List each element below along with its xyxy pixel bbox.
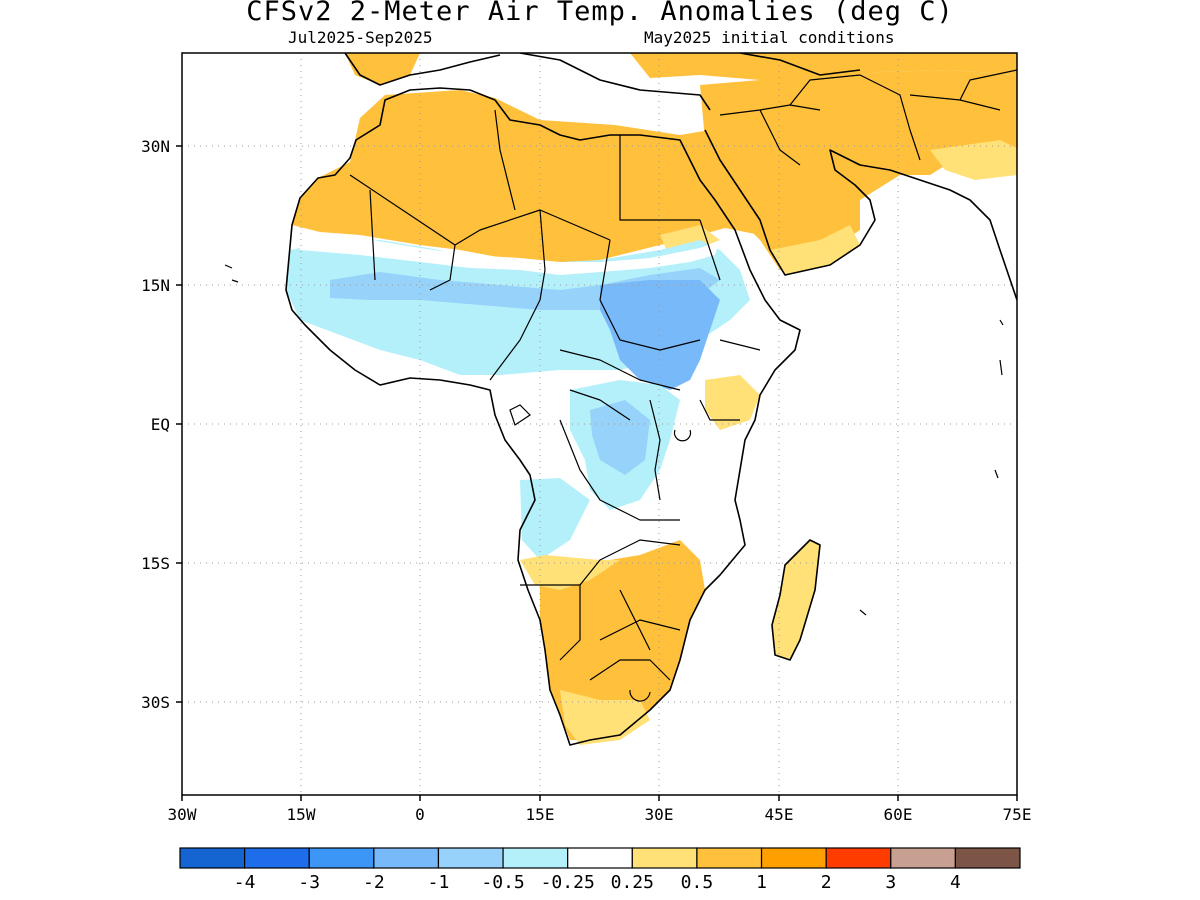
x-axis-labels: 30W 15W 0 15E 30E 45E 60E 75E xyxy=(168,805,1032,824)
x-tick-label: 45E xyxy=(765,805,794,824)
arabia-coastline xyxy=(704,129,1017,301)
colorbar-swatch xyxy=(890,847,956,869)
colorbar-swatch xyxy=(954,847,1021,869)
middle-east-borders xyxy=(719,69,1017,166)
europe-coastline xyxy=(344,53,861,111)
colorbar-swatch xyxy=(373,847,440,869)
y-axis-labels: 30N 15N EQ 15S 30S xyxy=(141,137,170,712)
colorbar-label: 4 xyxy=(950,872,961,893)
anomaly-shading xyxy=(286,53,1017,745)
colorbar-swatch xyxy=(244,847,310,869)
country-borders-central xyxy=(489,299,761,521)
colorbar-swatch xyxy=(760,847,827,869)
x-tick-label: 30E xyxy=(645,805,674,824)
y-tick-label: 15S xyxy=(141,554,170,573)
x-tick-label: 75E xyxy=(1003,805,1032,824)
graticule xyxy=(182,53,1017,795)
colorbar-swatch xyxy=(502,847,569,869)
colorbar-label: 3 xyxy=(885,872,896,893)
colorbar-swatch xyxy=(825,847,892,869)
x-tick-label: 30W xyxy=(168,805,197,824)
madagascar-coastline xyxy=(771,539,821,661)
x-tick-label: 15E xyxy=(526,805,555,824)
anomaly-patch-arabia-south xyxy=(770,225,860,275)
colorbar-swatch xyxy=(179,847,246,869)
x-tick-label: 15W xyxy=(287,805,316,824)
anomaly-patch-iran xyxy=(930,140,1017,180)
anomaly-region-southern-africa xyxy=(540,540,705,740)
colorbar-label: -1 xyxy=(428,872,450,893)
coastlines-and-borders xyxy=(285,53,1017,746)
anomaly-gap-sahel xyxy=(300,232,720,275)
colorbar-label: -4 xyxy=(234,872,256,893)
anomaly-patch-kenya xyxy=(705,375,760,430)
colorbar-label: -3 xyxy=(298,872,320,893)
colorbar-label: -0.5 xyxy=(481,872,524,893)
africa-coastline xyxy=(285,87,801,746)
initial-conditions-label: May2025 initial conditions xyxy=(644,28,895,47)
colorbar-label: -2 xyxy=(363,872,385,893)
colorbar-swatch xyxy=(308,847,375,869)
x-tick-label: 60E xyxy=(884,805,913,824)
country-borders-south xyxy=(520,539,681,702)
islands xyxy=(224,264,1004,616)
colorbar-label: 2 xyxy=(821,872,832,893)
anomaly-patch-southern-africa-light xyxy=(520,555,620,590)
x-tick-label: 0 xyxy=(415,805,425,824)
colorbar-swatch xyxy=(437,847,504,869)
anomaly-region-congo-core xyxy=(590,400,650,475)
colorbar-swatch xyxy=(631,847,698,869)
anomaly-region-madagascar xyxy=(772,540,820,660)
anomaly-region-angola xyxy=(520,478,590,560)
y-tick-label: 15N xyxy=(141,276,170,295)
anomaly-region-south-sudan xyxy=(600,280,720,390)
anomaly-patch-south-africa-coast xyxy=(560,690,650,745)
colorbar-label: 1 xyxy=(756,872,767,893)
colorbar: -4 -3 -2 -1 -0.5 -0.25 0.25 0.5 1 2 3 4 xyxy=(179,847,1021,893)
forecast-period: Jul2025-Sep2025 xyxy=(288,28,433,47)
colorbar-label: 0.5 xyxy=(681,872,714,893)
map-plot-area xyxy=(182,53,1017,795)
colorbar-swatch xyxy=(567,847,633,869)
axis-ticks xyxy=(176,145,1018,801)
colorbar-label: 0.25 xyxy=(611,872,654,893)
anomaly-region-europe-east xyxy=(630,53,1017,80)
country-borders-north xyxy=(349,109,721,301)
colorbar-swatch xyxy=(696,847,763,869)
y-tick-label: 30S xyxy=(141,693,170,712)
y-tick-label: 30N xyxy=(141,137,170,156)
map-title: CFSv2 2-Meter Air Temp. Anomalies (deg C… xyxy=(246,0,954,27)
y-tick-label: EQ xyxy=(151,415,170,434)
colorbar-label: -0.25 xyxy=(541,872,595,893)
